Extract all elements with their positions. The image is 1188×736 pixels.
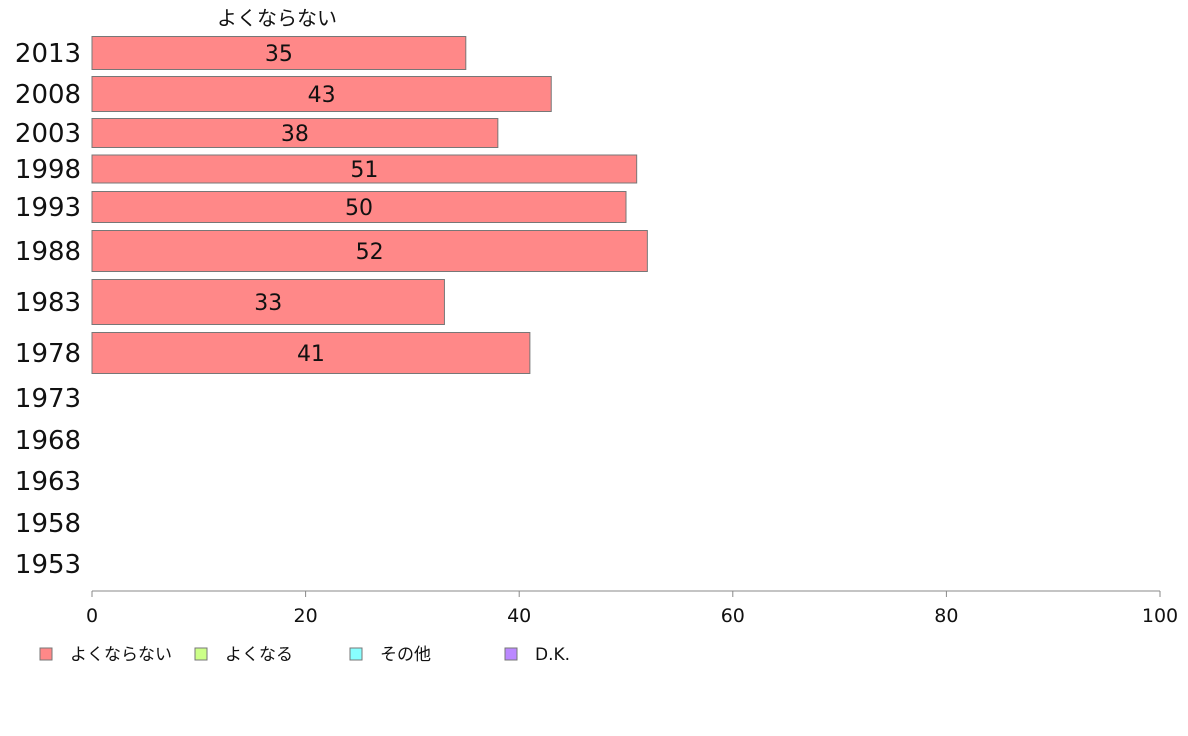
year-label: 1953 — [15, 550, 81, 580]
year-label: 1968 — [15, 426, 81, 456]
year-label: 1973 — [15, 384, 81, 414]
bar — [91, 279, 445, 325]
series-header: よくならない — [217, 6, 337, 30]
year-label: 1993 — [15, 193, 81, 223]
bar-value-label: 51 — [350, 158, 378, 183]
bar — [91, 230, 648, 272]
legend-label: その他 — [380, 645, 431, 665]
bar — [91, 191, 627, 223]
bar — [91, 36, 467, 70]
year-label: 1963 — [15, 467, 81, 497]
bar-value-label: 52 — [356, 240, 384, 265]
bar-value-label: 38 — [281, 122, 309, 147]
bar — [91, 76, 552, 112]
year-label: 2003 — [15, 119, 81, 149]
x-tick-label: 60 — [721, 605, 745, 627]
legend: よくならない よくなる その他 D.K. — [39, 645, 570, 665]
legend-swatch — [39, 647, 53, 661]
legend-swatch — [504, 647, 518, 661]
legend-label: よくなる — [225, 645, 293, 665]
bar — [91, 118, 499, 148]
year-label: 2013 — [15, 39, 81, 69]
bar — [91, 332, 531, 374]
x-tick-label: 20 — [294, 605, 318, 627]
legend-label: D.K. — [535, 645, 570, 665]
year-label: 2008 — [15, 80, 81, 110]
legend-swatch — [194, 647, 208, 661]
year-label: 1958 — [15, 509, 81, 539]
x-tick-label: 0 — [86, 605, 98, 627]
bar-value-label: 33 — [254, 291, 282, 316]
x-tick-label: 40 — [507, 605, 531, 627]
bar-value-label: 41 — [297, 342, 325, 367]
x-tick-label: 80 — [934, 605, 958, 627]
x-axis: 0 20 40 60 80 100 — [86, 590, 1178, 627]
chart-rows: 2013 35 2008 43 2003 38 1998 51 1993 50 1988 52 1983… — [15, 36, 648, 580]
year-label: 1978 — [15, 339, 81, 369]
year-label: 1988 — [15, 237, 81, 267]
bar — [91, 154, 638, 184]
year-label: 1983 — [15, 288, 81, 318]
bar-value-label: 50 — [345, 196, 373, 221]
year-label: 1998 — [15, 155, 81, 185]
x-tick-label: 100 — [1142, 605, 1178, 627]
bar-value-label: 35 — [265, 42, 293, 67]
legend-swatch — [349, 647, 363, 661]
bar-value-label: 43 — [308, 83, 336, 108]
legend-label: よくならない — [70, 645, 172, 665]
